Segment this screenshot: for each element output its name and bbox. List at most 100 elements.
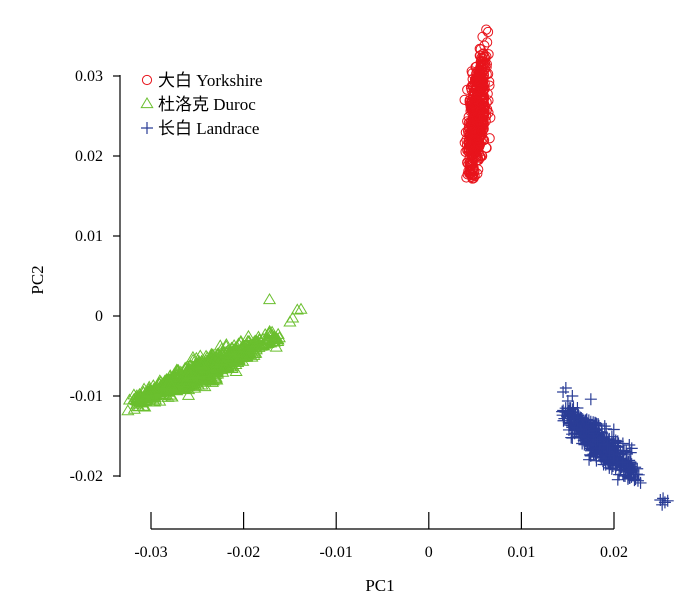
data-point: [623, 439, 636, 452]
data-point: [567, 413, 580, 426]
data-point: [599, 453, 612, 466]
legend-marker-triangle: [140, 97, 154, 109]
data-point: [259, 337, 273, 349]
data-point: [607, 423, 620, 436]
data-point: [616, 437, 629, 450]
data-point: [480, 116, 491, 127]
data-point: [132, 400, 146, 412]
data-point: [463, 135, 474, 146]
data-point: [462, 169, 473, 180]
data-point: [599, 437, 612, 450]
data-point: [205, 363, 219, 375]
data-point: [580, 414, 593, 427]
data-point: [634, 476, 647, 489]
data-point: [566, 390, 579, 402]
y-axis-title: PC2: [28, 265, 47, 294]
data-point: [482, 37, 493, 48]
data-point: [470, 94, 481, 105]
data-point: [590, 424, 603, 437]
data-point: [465, 95, 476, 106]
data-point: [568, 427, 581, 440]
legend-marker-circle: [141, 74, 153, 86]
data-point: [657, 492, 670, 505]
data-point: [463, 143, 474, 154]
data-point: [584, 393, 597, 406]
data-point: [654, 494, 667, 506]
data-point: [227, 339, 241, 351]
data-point: [476, 62, 488, 74]
data-point: [251, 330, 266, 342]
series-plus: [556, 382, 674, 511]
data-point: [181, 366, 195, 378]
data-point: [465, 126, 477, 137]
data-point: [598, 420, 611, 433]
data-point: [469, 166, 480, 177]
data-point: [262, 326, 276, 338]
data-point: [624, 465, 637, 478]
data-point: [181, 388, 196, 400]
data-point: [294, 302, 308, 314]
data-point: [237, 341, 251, 353]
data-point: [607, 451, 620, 464]
data-point: [556, 405, 569, 418]
data-point: [262, 293, 277, 305]
data-point: [163, 388, 177, 400]
legend-label: 大白 Yorkshire: [158, 71, 263, 90]
data-point: [566, 421, 579, 434]
data-point: [244, 338, 258, 350]
data-point: [219, 340, 233, 352]
x-ticks: -0.03 -0.02 -0.01 0 0.01 0.02: [134, 512, 628, 561]
data-point: [474, 43, 485, 54]
legend-label: 长白 Landrace: [158, 119, 259, 138]
data-point: [229, 364, 243, 377]
data-point: [223, 356, 237, 368]
data-point: [269, 333, 283, 345]
data-point: [241, 329, 256, 342]
data-point: [479, 107, 490, 118]
data-point: [593, 442, 606, 455]
y-tick-label: -0.01: [70, 388, 103, 405]
points-layer: [121, 24, 674, 511]
data-point: [164, 378, 178, 390]
legend-label: 杜洛克 Duroc: [158, 95, 256, 114]
data-point: [477, 126, 488, 137]
legend: 大白 Yorkshire 杜洛克 Duroc 长白 Landrace: [140, 71, 263, 138]
data-point: [590, 450, 603, 463]
x-tick-label: -0.03: [134, 544, 167, 561]
data-point: [134, 389, 149, 401]
data-point: [466, 115, 477, 127]
data-point: [215, 360, 229, 373]
series-circle: [459, 24, 496, 184]
data-point: [223, 343, 237, 355]
data-point: [255, 338, 270, 350]
data-point: [194, 359, 209, 371]
data-point: [247, 345, 261, 357]
data-point: [229, 351, 243, 363]
data-point: [198, 375, 212, 387]
data-point: [564, 419, 577, 432]
data-point: [195, 374, 209, 386]
y-tick-label: 0.01: [75, 228, 103, 245]
data-point: [471, 112, 483, 123]
data-point: [129, 394, 143, 406]
data-point: [467, 98, 479, 110]
x-tick-label: 0: [425, 544, 433, 561]
data-point: [576, 437, 589, 450]
legend-marker-plus: [141, 122, 153, 134]
y-tick-label: -0.02: [70, 468, 103, 485]
data-point: [263, 330, 277, 342]
data-point: [272, 331, 286, 343]
data-point: [180, 377, 195, 389]
x-axis-title: PC1: [365, 576, 394, 595]
y-ticks: -0.02 -0.01 0 0.01 0.02 0.03: [70, 68, 120, 485]
data-point: [625, 442, 638, 455]
data-point: [240, 350, 254, 362]
data-point: [582, 425, 595, 438]
x-tick-label: -0.01: [320, 544, 353, 561]
data-point: [465, 118, 476, 129]
data-point: [472, 155, 483, 166]
data-point: [127, 402, 141, 414]
data-point: [181, 371, 195, 383]
data-point: [152, 386, 166, 398]
